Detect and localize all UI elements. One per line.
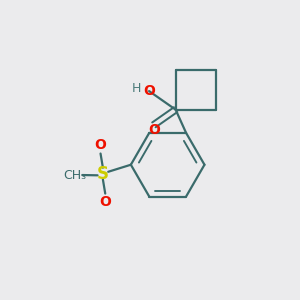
- Text: O: O: [143, 84, 155, 98]
- Text: O: O: [94, 138, 106, 152]
- Text: CH₃: CH₃: [63, 169, 86, 182]
- Text: S: S: [97, 165, 109, 183]
- Text: H: H: [132, 82, 141, 95]
- Text: O: O: [99, 195, 111, 209]
- Text: O: O: [148, 123, 160, 137]
